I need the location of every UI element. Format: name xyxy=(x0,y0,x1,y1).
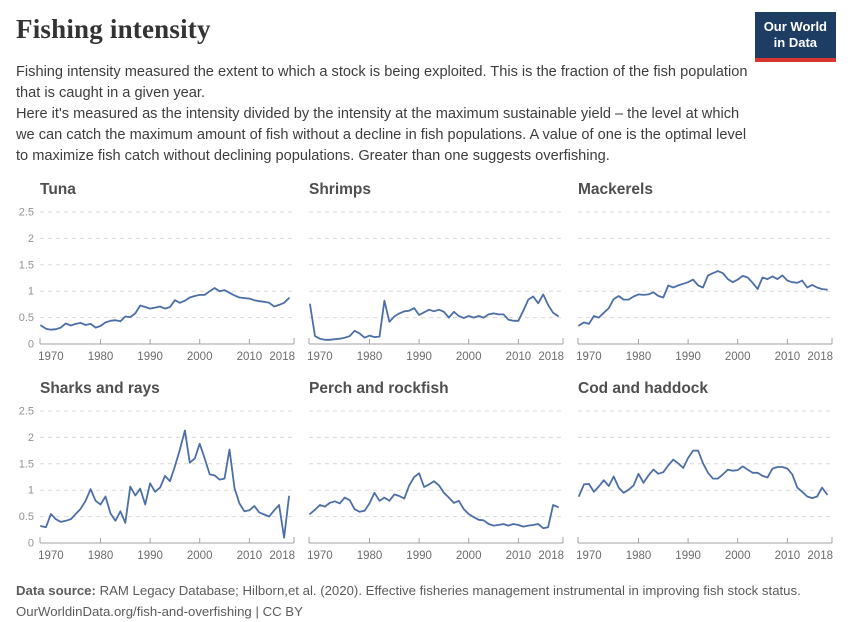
svg-text:2010: 2010 xyxy=(775,550,801,562)
chart-subtitle-2: Here it's measured as the intensity divi… xyxy=(16,105,747,165)
svg-text:2: 2 xyxy=(28,432,34,444)
svg-text:1990: 1990 xyxy=(137,351,163,363)
svg-text:2000: 2000 xyxy=(187,351,213,363)
svg-text:2: 2 xyxy=(28,233,34,245)
svg-text:2010: 2010 xyxy=(506,351,532,363)
chart-title-mackerels: Mackerels xyxy=(578,181,653,199)
license-badge: CC BY xyxy=(262,603,303,619)
chart-title-perch-and-rockfish: Perch and rockfish xyxy=(309,380,449,398)
chart-title-tuna: Tuna xyxy=(40,181,76,199)
chart-subtitle-1: Fishing intensity measured the extent to… xyxy=(16,63,748,101)
owid-logo-line1: Our World xyxy=(763,19,827,34)
svg-text:2000: 2000 xyxy=(456,351,482,363)
svg-text:1.5: 1.5 xyxy=(19,459,34,471)
line-chart-cod-and-haddock: 1970 1980 1990 2000 2010 2018 xyxy=(576,410,833,562)
line-chart-perch-and-rockfish: 1970 1980 1990 2000 2010 2018 xyxy=(307,410,564,562)
chart-title-sharks-and-rays: Sharks and rays xyxy=(40,380,160,398)
chart-panel-sharks-and-rays: Sharks and rays 0 0.5 1 1.5 2 2.5 1970 1980 1990… xyxy=(16,380,296,567)
svg-text:2018: 2018 xyxy=(807,550,833,562)
svg-text:2010: 2010 xyxy=(775,351,801,363)
svg-text:1970: 1970 xyxy=(576,550,602,562)
svg-text:2010: 2010 xyxy=(506,550,532,562)
owid-logo-line2: in Data xyxy=(773,35,818,51)
svg-text:1980: 1980 xyxy=(88,550,114,562)
line-chart-mackerels: 1970 1980 1990 2000 2010 2018 xyxy=(576,211,833,363)
svg-text:1990: 1990 xyxy=(406,351,432,363)
chart-panel-mackerels: Mackerels 1970 1980 1990 2000 2010 2018 xyxy=(576,181,834,368)
svg-text:1990: 1990 xyxy=(675,550,701,562)
line-chart-sharks-and-rays: 0 0.5 1 1.5 2 2.5 1970 1980 1990 2000 2010 2018 xyxy=(19,406,295,563)
chart-panel-shrimps: Shrimps 1970 1980 1990 2000 2010 2018 xyxy=(307,181,565,368)
svg-text:2000: 2000 xyxy=(725,550,751,562)
svg-text:2018: 2018 xyxy=(807,351,833,363)
footer-url[interactable]: OurWorldinData.org/fish-and-overfishing xyxy=(16,603,252,619)
svg-text:2018: 2018 xyxy=(269,550,295,562)
svg-text:1970: 1970 xyxy=(576,351,602,363)
svg-text:1: 1 xyxy=(28,485,34,497)
svg-text:1970: 1970 xyxy=(307,550,333,562)
svg-text:1990: 1990 xyxy=(137,550,163,562)
footer: Data source: RAM Legacy Database; Hilbor… xyxy=(16,581,836,622)
svg-text:1980: 1980 xyxy=(626,351,652,363)
chart-panel-perch-and-rockfish: Perch and rockfish 1970 1980 1990 2000 2010 2… xyxy=(307,380,565,567)
svg-text:0.5: 0.5 xyxy=(19,511,34,523)
chart-title-shrimps: Shrimps xyxy=(309,181,372,199)
svg-text:1970: 1970 xyxy=(38,351,64,363)
owid-logo[interactable]: Our World in Data xyxy=(754,12,836,62)
svg-text:2010: 2010 xyxy=(237,550,263,562)
svg-text:0.5: 0.5 xyxy=(19,312,34,324)
line-chart-shrimps: 1970 1980 1990 2000 2010 2018 xyxy=(307,211,564,363)
header: Fishing intensity Our World in Data xyxy=(16,12,836,62)
svg-text:1980: 1980 xyxy=(88,351,114,363)
svg-text:2000: 2000 xyxy=(456,550,482,562)
svg-text:0: 0 xyxy=(28,538,34,550)
svg-text:1970: 1970 xyxy=(307,351,333,363)
svg-text:1980: 1980 xyxy=(626,550,652,562)
svg-text:1980: 1980 xyxy=(357,550,383,562)
svg-text:2018: 2018 xyxy=(269,351,295,363)
data-source-text: RAM Legacy Database; Hilborn,et al. (202… xyxy=(99,583,801,599)
svg-text:1980: 1980 xyxy=(357,351,383,363)
svg-text:1990: 1990 xyxy=(406,550,432,562)
svg-text:1: 1 xyxy=(28,286,34,298)
line-chart-tuna: 0 0.5 1 1.5 2 2.5 1970 1980 1990 2000 2010 2018 xyxy=(19,207,295,364)
data-source-label: Data source: xyxy=(16,583,96,599)
svg-text:2.5: 2.5 xyxy=(19,406,34,418)
svg-text:1970: 1970 xyxy=(38,550,64,562)
svg-text:2018: 2018 xyxy=(538,351,564,363)
svg-text:2000: 2000 xyxy=(725,351,751,363)
svg-text:1990: 1990 xyxy=(675,351,701,363)
svg-text:2000: 2000 xyxy=(187,550,213,562)
svg-text:1.5: 1.5 xyxy=(19,260,34,272)
page-title: Fishing intensity xyxy=(16,14,211,44)
footer-separator: | xyxy=(255,603,259,619)
data-source-line: Data source: RAM Legacy Database; Hilbor… xyxy=(16,581,836,601)
svg-text:0: 0 xyxy=(28,339,34,351)
chart-panel-tuna: Tuna 0 0.5 1 1.5 2 2.5 1970 1980 1990 2000 2010 201… xyxy=(16,181,296,368)
chart-panel-cod-and-haddock: Cod and haddock 1970 1980 1990 2000 2010 2018 xyxy=(576,380,834,567)
chart-title-cod-and-haddock: Cod and haddock xyxy=(578,380,709,398)
svg-text:2018: 2018 xyxy=(538,550,564,562)
svg-text:2010: 2010 xyxy=(237,351,263,363)
svg-text:2.5: 2.5 xyxy=(19,207,34,219)
charts-grid: Tuna 0 0.5 1 1.5 2 2.5 1970 1980 1990 2000 2010 201… xyxy=(16,181,836,567)
footer-links-line: OurWorldinData.org/fish-and-overfishing … xyxy=(16,602,836,622)
